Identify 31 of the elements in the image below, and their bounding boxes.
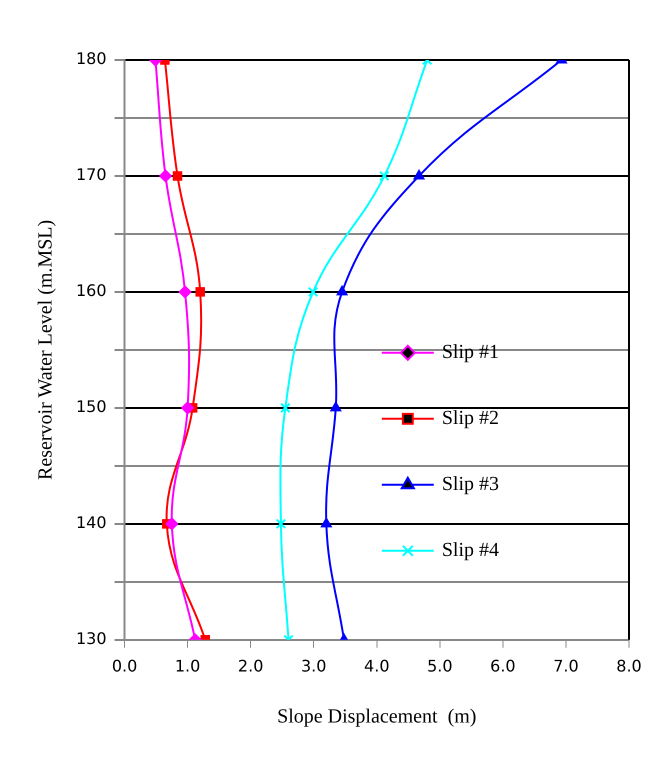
point — [172, 171, 182, 181]
legend-label: Slip #4 — [442, 539, 500, 562]
legend-label: Slip #3 — [442, 473, 500, 496]
point — [195, 287, 205, 297]
y-tick-label: 140 — [76, 512, 107, 532]
y-tick-label: 150 — [76, 397, 107, 416]
x-tick-label: 4.0 — [364, 656, 390, 676]
x-tick-label: 0.0 — [112, 656, 138, 676]
legend-label: Slip #1 — [442, 341, 500, 364]
y-tick-label: 130 — [76, 628, 107, 648]
y-tick-label: 180 — [76, 49, 107, 68]
point — [308, 286, 318, 298]
legend-label: Slip #2 — [442, 407, 500, 430]
x-tick-label: 3.0 — [300, 656, 326, 676]
point — [181, 401, 194, 414]
x-axis-title: Slope Displacement (m) — [277, 705, 476, 728]
point — [379, 170, 390, 182]
point — [320, 517, 332, 528]
point — [178, 285, 192, 298]
x-tick-label: 8.0 — [616, 656, 642, 676]
x-tick-label: 5.0 — [427, 656, 453, 676]
y-axis-title: Reservoir Water Level (m.MSL) — [34, 220, 56, 480]
y-tick-label: 170 — [76, 165, 107, 184]
x-tick-label: 7.0 — [553, 656, 579, 676]
point — [159, 169, 172, 182]
y-tick-label: 160 — [76, 281, 107, 300]
point — [330, 401, 342, 412]
point — [280, 402, 291, 414]
x-tick-label: 6.0 — [490, 656, 516, 676]
x-tick-label: 2.0 — [238, 656, 264, 676]
x-tick-label: 1.0 — [174, 656, 200, 676]
